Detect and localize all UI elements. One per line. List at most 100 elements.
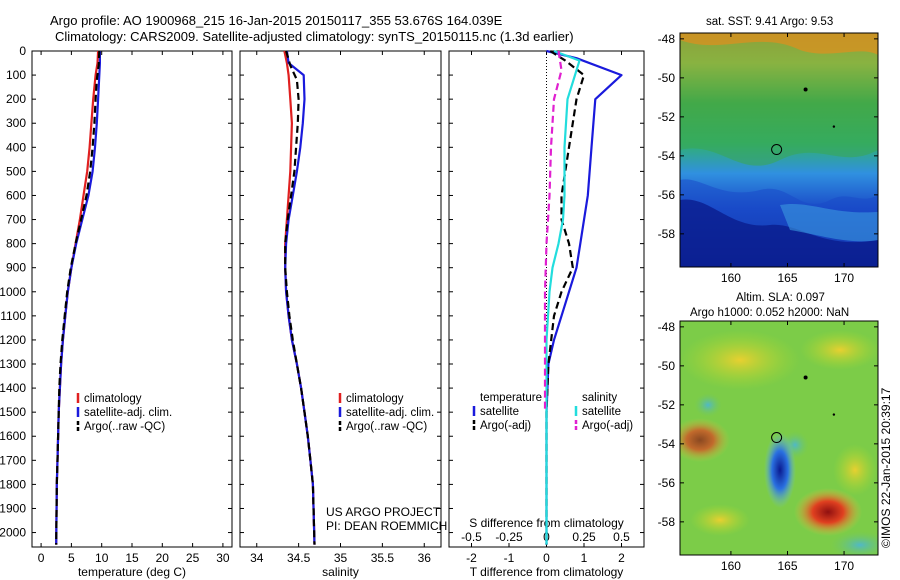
x-tick-label: 25 — [186, 551, 200, 565]
x-tick-label: 15 — [125, 551, 139, 565]
island-dot — [803, 375, 808, 380]
legend-entry: Argo(-adj) — [480, 420, 531, 432]
x-tick-label: -2 — [466, 551, 477, 565]
y-tick-label: 900 — [6, 261, 26, 275]
y-tick-label: 200 — [6, 92, 26, 106]
series-line — [545, 50, 586, 545]
x-tick-label: 0 — [543, 551, 550, 565]
series-line — [543, 50, 563, 413]
float-position-marker — [771, 144, 783, 156]
legend-entry: satellite-adj. clim. — [346, 407, 434, 419]
map-y-tick-label: -58 — [658, 515, 676, 529]
y-tick-label: 1400 — [0, 381, 26, 395]
legend-entry: satellite-adj. clim. — [84, 407, 172, 419]
salinity-tick-label: -0.5 — [461, 530, 482, 544]
figure-title-line2: Climatology: CARS2009. Satellite-adjuste… — [55, 29, 574, 44]
map-y-tick-label: -52 — [658, 110, 676, 124]
map-x-tick-label: 160 — [721, 559, 741, 573]
sla-map-title-line2: Argo h1000: 0.052 h2000: NaN — [690, 307, 849, 319]
series-line — [284, 50, 316, 545]
island-dot — [832, 125, 836, 128]
x-axis-label: T difference from climatology — [470, 565, 624, 579]
legend-entry: Argo(..raw -QC) — [346, 421, 427, 433]
map-y-tick-label: -56 — [658, 476, 676, 490]
legend-entry: Argo(-adj) — [582, 420, 633, 432]
x-tick-label: 30 — [216, 551, 230, 565]
y-tick-label: 1700 — [0, 453, 26, 467]
map-y-tick-label: -48 — [658, 320, 676, 334]
map-x-tick-label: 170 — [834, 559, 854, 573]
map-y-tick-label: -54 — [658, 437, 676, 451]
salinity-tick-label: -0.25 — [495, 530, 523, 544]
salinity-tick-label: 0.25 — [572, 530, 596, 544]
y-tick-label: 500 — [6, 164, 26, 178]
x-tick-label: 35 — [334, 551, 348, 565]
x-tick-label: 36 — [418, 551, 432, 565]
salinity-tick-label: 0.5 — [613, 530, 630, 544]
x-tick-label: 10 — [95, 551, 109, 565]
y-tick-label: 400 — [6, 140, 26, 154]
sla-field — [680, 321, 878, 555]
x-axis-label: temperature (deg C) — [78, 565, 186, 579]
y-tick-label: 100 — [6, 68, 26, 82]
sla-map-title-line1: Altim. SLA: 0.097 — [736, 292, 825, 304]
series-line — [284, 50, 316, 545]
salinity-profile-panel: 34 34.5 35 35.5 36 salinity climatology satelli… — [239, 50, 442, 579]
map-y-tick-label: -48 — [658, 32, 676, 46]
map-y-tick-label: -52 — [658, 398, 676, 412]
y-tick-label: 300 — [6, 116, 26, 130]
sla-map: 160 165 170 -48 -50 -52 -54 -56 -58 — [658, 320, 879, 573]
map-x-tick-label: 165 — [777, 271, 797, 285]
legend-entry: satellite — [480, 406, 519, 418]
y-tick-label: 1300 — [0, 357, 26, 371]
x-tick-label: -1 — [504, 551, 515, 565]
sst-map-title: sat. SST: 9.41 Argo: 9.53 — [706, 16, 833, 28]
y-tick-label: 800 — [6, 237, 26, 251]
sst-field — [680, 33, 878, 267]
pi-label: PI: DEAN ROEMMICH — [326, 519, 447, 533]
y-tick-label: 700 — [6, 213, 26, 227]
map-y-tick-label: -54 — [658, 149, 676, 163]
difference-profile-panel: -2 -1 0 1 2T difference from climatology -0.5… — [448, 49, 645, 579]
map-x-tick-label: 160 — [721, 271, 741, 285]
float-position-marker — [771, 432, 783, 444]
island-dot — [803, 87, 808, 92]
y-tick-label: 0 — [19, 44, 26, 58]
temperature-profile-panel: 0 5 10 15 20 25 300100200300400500600700800900… — [0, 44, 233, 579]
legend-entry: climatology — [346, 393, 404, 405]
x-tick-label: 20 — [156, 551, 170, 565]
x-tick-label: 34 — [250, 551, 264, 565]
legend-header-temperature: temperature — [480, 392, 542, 404]
x-axis-label: salinity — [322, 565, 359, 579]
y-tick-label: 1100 — [0, 309, 26, 323]
series-line — [545, 49, 581, 545]
series-line — [55, 50, 101, 545]
sst-map: 160 165 170 -48 -50 -52 -54 -56 -58 — [658, 32, 879, 285]
y-tick-label: 2000 — [0, 526, 26, 540]
y-tick-label: 1200 — [0, 333, 26, 347]
y-tick-label: 600 — [6, 188, 26, 202]
map-x-tick-label: 165 — [777, 559, 797, 573]
y-tick-label: 1900 — [0, 501, 26, 515]
island-dot — [832, 413, 836, 416]
legend-entry: Argo(..raw -QC) — [84, 421, 165, 433]
x-tick-label: 5 — [68, 551, 75, 565]
y-tick-label: 1800 — [0, 477, 26, 491]
legend-entry: satellite — [582, 406, 621, 418]
legend-header-salinity: salinity — [582, 392, 617, 404]
x-tick-label: 1 — [581, 551, 588, 565]
x-tick-label: 34.5 — [287, 551, 311, 565]
map-y-tick-label: -58 — [658, 227, 676, 241]
project-label: US ARGO PROJECT — [326, 505, 441, 519]
y-tick-label: 1600 — [0, 429, 26, 443]
y-tick-label: 1500 — [0, 405, 26, 419]
figure-title-line1: Argo profile: AO 1900968_215 16-Jan-2015… — [50, 13, 503, 28]
x-tick-label: 35.5 — [371, 551, 395, 565]
y-tick-label: 1000 — [0, 285, 26, 299]
map-y-tick-label: -50 — [658, 359, 676, 373]
map-y-tick-label: -56 — [658, 188, 676, 202]
x-tick-label: 2 — [618, 551, 625, 565]
plot-area — [239, 50, 442, 548]
plot-area — [31, 50, 233, 548]
